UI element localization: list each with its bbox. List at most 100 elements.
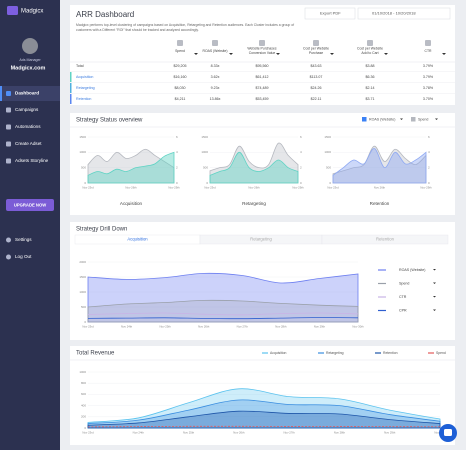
x-tick-label: Nov 26th xyxy=(198,325,210,329)
role: Ads Manager xyxy=(19,58,41,62)
column-header: Add to Cart xyxy=(361,51,378,55)
cell: 8.33x xyxy=(211,64,220,68)
cell: $6.36 xyxy=(366,75,375,79)
x-tick-label: Nov 29th xyxy=(420,186,432,190)
menu-icon[interactable] xyxy=(6,91,11,96)
legend-arrow[interactable] xyxy=(433,269,436,271)
legend-label[interactable]: CTR xyxy=(399,295,407,299)
column-icon xyxy=(313,40,319,46)
roas-area xyxy=(87,151,175,184)
sort-arrow[interactable] xyxy=(384,53,388,55)
chat-icon[interactable] xyxy=(444,429,452,436)
column-icon xyxy=(177,40,183,46)
cell: $43.63 xyxy=(311,64,322,68)
sort-arrow[interactable] xyxy=(194,53,198,55)
cell: 3.62x xyxy=(211,75,220,79)
y2-tick-label: 6 xyxy=(300,135,302,139)
menu-item[interactable]: Campaigns xyxy=(15,107,39,112)
menu-item[interactable]: Adsets Storyline xyxy=(15,158,49,163)
row-label[interactable]: Retargeting xyxy=(76,86,95,90)
column-header: CTR xyxy=(425,49,433,53)
x-tick-label: Nov 26th xyxy=(248,186,260,190)
revenue-series xyxy=(87,410,441,429)
account[interactable]: Madgicx.com xyxy=(11,65,46,71)
legend-arrow[interactable] xyxy=(433,282,436,285)
legend-label[interactable]: Retargeting xyxy=(326,351,344,355)
sort-arrow[interactable] xyxy=(442,53,446,55)
cell: $61,412 xyxy=(256,75,269,79)
upgrade-button[interactable] xyxy=(6,199,54,211)
x-tick-label: Nov 28th xyxy=(275,325,287,329)
drill-series xyxy=(87,317,359,320)
menu-icon[interactable] xyxy=(6,107,11,113)
row-label[interactable]: Acquisition xyxy=(76,75,93,79)
summary-card xyxy=(70,5,455,105)
x-tick-label: Nov 23rd xyxy=(82,186,94,190)
column-header: Purchase xyxy=(309,51,323,55)
menu-item[interactable]: Automations xyxy=(15,124,41,129)
legend-label[interactable]: CPR xyxy=(399,308,407,312)
legend-swatch[interactable] xyxy=(362,117,367,122)
y2-tick-label: 4 xyxy=(176,150,178,154)
export-dropdown[interactable] xyxy=(304,7,356,20)
upgrade-label[interactable]: UPGRADE NOW xyxy=(14,203,46,208)
x-tick-label: Nov 26th xyxy=(374,186,386,190)
tab[interactable] xyxy=(321,234,449,245)
menu-item[interactable]: Dashboard xyxy=(15,91,39,96)
column-icon xyxy=(425,40,431,46)
tab-label[interactable]: Retention xyxy=(376,237,395,242)
cell: 3.79% xyxy=(423,64,434,68)
description: Madgicx performs top-level clustering of… xyxy=(76,23,294,27)
menu-icon[interactable] xyxy=(6,254,11,260)
export-label[interactable]: Export PDF xyxy=(320,11,341,16)
drill-series xyxy=(87,272,359,323)
y2-tick-label: 2 xyxy=(428,165,430,169)
legend-arrow[interactable] xyxy=(435,118,438,121)
legend-arrow[interactable] xyxy=(400,118,403,121)
roas-area xyxy=(209,151,299,184)
brand: Madgicx xyxy=(21,9,43,15)
menu-item[interactable]: Create Adset xyxy=(15,141,42,146)
y-tick-label: 1500 xyxy=(79,275,86,279)
legend-label[interactable]: Retention xyxy=(383,351,398,355)
cell: 9.23x xyxy=(211,86,220,90)
legend-label[interactable]: Spend xyxy=(418,117,428,121)
legend-arrow[interactable] xyxy=(433,309,436,312)
date-picker[interactable] xyxy=(357,7,451,20)
x-tick-label: Nov 29th xyxy=(292,186,304,190)
y-tick-label: 1500 xyxy=(201,135,208,139)
legend-arrow[interactable] xyxy=(433,296,436,298)
date-range[interactable]: 01/10/2018 - 10/20/2018 xyxy=(372,11,416,16)
menu-icon[interactable] xyxy=(6,141,11,147)
legend-label[interactable]: Acquisition xyxy=(270,351,287,355)
legend-label[interactable]: ROAS (Website) xyxy=(399,268,426,272)
y-tick-label: 0 xyxy=(84,181,86,185)
menu-icon[interactable] xyxy=(6,237,11,243)
cell: $16,160 xyxy=(174,75,187,79)
legend-label[interactable]: Spend xyxy=(399,281,409,285)
chart-label: Acquisition xyxy=(120,201,143,206)
y-tick-label: 1000 xyxy=(79,290,86,294)
cell: $95,560 xyxy=(256,64,269,68)
row-label[interactable]: Retention xyxy=(76,97,91,101)
tab-label[interactable]: Acquisition xyxy=(127,237,148,242)
cell: $22.11 xyxy=(311,97,322,101)
menu-item[interactable]: Log Out xyxy=(15,254,32,259)
y2-tick-label: 6 xyxy=(176,135,178,139)
sort-arrow[interactable] xyxy=(330,53,334,55)
column-icon xyxy=(367,40,373,46)
menu-icon[interactable] xyxy=(6,124,11,130)
legend-label[interactable]: Spend xyxy=(436,351,446,355)
menu-icon[interactable] xyxy=(6,158,11,164)
sort-arrow[interactable] xyxy=(229,53,233,55)
legend-label[interactable]: ROAS (Website) xyxy=(369,117,396,121)
sort-arrow[interactable] xyxy=(276,53,280,55)
y2-tick-label: 6 xyxy=(428,135,430,139)
menu-item[interactable]: Settings xyxy=(15,237,32,242)
tab-label[interactable]: Retargeting xyxy=(250,237,272,242)
y2-tick-label: 2 xyxy=(300,165,302,169)
spend-area xyxy=(332,145,427,184)
legend-swatch[interactable] xyxy=(411,117,416,122)
